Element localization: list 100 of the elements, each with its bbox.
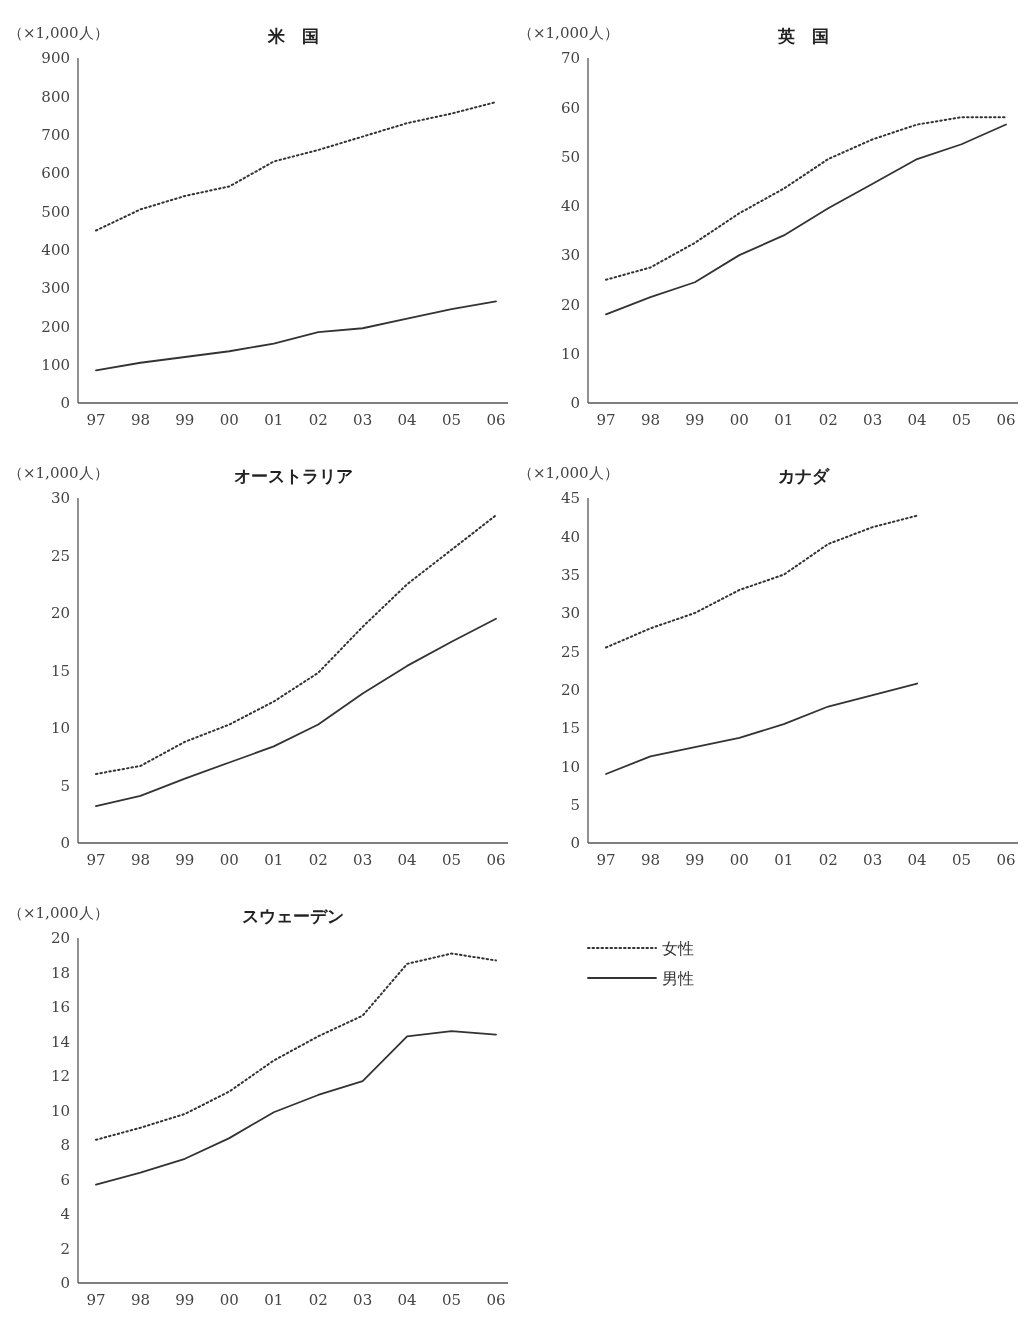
x-tick-label: 02 [308,1291,328,1309]
x-tick-label: 03 [863,851,883,869]
y-tick-label: 300 [41,279,70,298]
y-tick-label: 10 [560,344,580,363]
y-tick-label: 700 [41,125,70,144]
y-tick-label: 10 [50,719,70,738]
x-tick-label: 03 [353,1291,373,1309]
y-axis-title: （×1,000人） [8,904,109,922]
x-tick-label: 05 [952,411,972,429]
legend-label: 女性 [662,938,694,958]
y-tick-label: 14 [50,1032,70,1051]
x-tick-label: 04 [397,851,417,869]
y-tick-label: 10 [560,757,580,776]
y-tick-label: 4 [60,1205,70,1224]
x-tick-label: 00 [729,851,749,869]
chart-title: 米 国 [266,26,319,46]
x-tick-label: 01 [774,851,794,869]
y-axis-title: （×1,000人） [8,464,109,482]
y-tick-label: 20 [560,295,580,314]
y-tick-label: 0 [60,834,70,853]
x-tick-label: 97 [86,851,106,869]
y-tick-label: 40 [560,197,580,216]
y-tick-label: 15 [50,661,70,680]
x-tick-label: 97 [596,411,616,429]
y-tick-label: 18 [50,963,70,982]
y-tick-label: 6 [60,1170,70,1189]
x-tick-label: 03 [353,851,373,869]
y-tick-label: 12 [50,1067,70,1086]
x-tick-label: 06 [486,1291,506,1309]
legend-label: 男性 [662,968,694,988]
y-tick-label: 16 [50,998,70,1017]
x-tick-label: 99 [175,1291,195,1309]
y-tick-label: 20 [50,929,70,948]
y-tick-label: 25 [560,642,580,661]
x-tick-label: 06 [486,851,506,869]
x-tick-label: 99 [175,851,195,869]
y-tick-label: 40 [560,527,580,546]
chart-title: スウェーデン [242,906,344,926]
line-series [95,1030,497,1186]
x-tick-label: 06 [996,411,1016,429]
y-axis-title: （×1,000人） [518,24,619,42]
y-tick-label: 5 [60,776,70,795]
x-tick-label: 00 [219,1291,239,1309]
x-tick-label: 05 [442,851,462,869]
x-tick-label: 01 [264,411,284,429]
x-tick-label: 05 [952,851,972,869]
x-tick-label: 97 [86,1291,106,1309]
y-tick-label: 2 [60,1239,70,1258]
y-tick-label: 400 [41,240,70,259]
x-tick-label: 03 [353,411,373,429]
x-tick-label: 04 [397,411,417,429]
x-tick-label: 01 [264,851,284,869]
x-tick-label: 02 [308,411,328,429]
x-tick-label: 02 [308,851,328,869]
line-series [95,617,497,808]
x-tick-label: 97 [596,851,616,869]
y-tick-label: 30 [560,246,580,265]
line-series [95,952,497,1141]
y-axis-title: （×1,000人） [8,24,109,42]
x-tick-label: 02 [818,851,838,869]
y-tick-label: 35 [560,565,580,584]
x-tick-label: 98 [130,1291,150,1309]
x-tick-label: 01 [264,1291,284,1309]
x-tick-label: 06 [996,851,1016,869]
y-tick-label: 10 [50,1101,70,1120]
y-tick-label: 0 [570,834,580,853]
y-tick-label: 100 [41,355,70,374]
y-tick-label: 200 [41,317,70,336]
line-series [605,116,1007,281]
y-tick-label: 30 [560,604,580,623]
x-tick-label: 02 [818,411,838,429]
x-tick-label: 00 [219,851,239,869]
line-series [95,300,497,372]
y-tick-label: 20 [50,604,70,623]
line-series [95,514,497,775]
chart-title: 英 国 [776,26,829,46]
line-series [605,123,1007,316]
x-tick-label: 04 [907,411,927,429]
y-tick-label: 600 [41,164,70,183]
x-tick-label: 99 [685,411,705,429]
chart-title: オーストラリア [233,466,353,486]
x-tick-label: 98 [130,851,150,869]
y-tick-label: 70 [560,49,580,68]
chart-title: カナダ [777,466,830,486]
y-tick-label: 15 [560,719,580,738]
y-tick-label: 5 [570,795,580,814]
x-tick-label: 98 [640,851,660,869]
y-tick-label: 900 [41,49,70,68]
y-tick-label: 25 [50,546,70,565]
line-series [605,682,919,775]
x-tick-label: 97 [86,411,106,429]
y-tick-label: 0 [60,394,70,413]
y-tick-label: 0 [60,1274,70,1293]
y-tick-label: 45 [560,489,580,508]
y-tick-label: 0 [570,394,580,413]
y-axis-title: （×1,000人） [518,464,619,482]
x-tick-label: 05 [442,411,462,429]
x-tick-label: 99 [175,411,195,429]
x-tick-label: 06 [486,411,506,429]
x-tick-label: 98 [130,411,150,429]
